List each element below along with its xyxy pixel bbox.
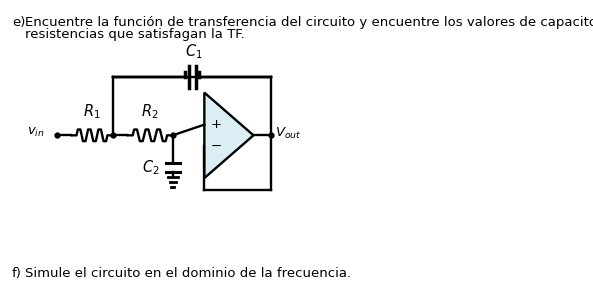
Text: $R_1$: $R_1$ (83, 102, 101, 121)
Text: e): e) (12, 16, 25, 29)
Polygon shape (205, 93, 253, 178)
Text: Encuentre la función de transferencia del circuito y encuentre los valores de ca: Encuentre la función de transferencia de… (25, 16, 593, 29)
Text: $C_1$: $C_1$ (184, 43, 202, 62)
Text: +: + (211, 118, 222, 131)
Text: resistencias que satisfagan la TF.: resistencias que satisfagan la TF. (25, 28, 245, 41)
Text: Simule el circuito en el dominio de la frecuencia.: Simule el circuito en el dominio de la f… (25, 268, 352, 280)
Text: $C_2$: $C_2$ (142, 158, 160, 177)
Text: $v_{\mathregular{in}}$: $v_{\mathregular{in}}$ (27, 126, 45, 139)
Text: $R_2$: $R_2$ (141, 102, 159, 121)
Text: $V_{\mathregular{out}}$: $V_{\mathregular{out}}$ (275, 126, 301, 141)
Text: f): f) (12, 268, 22, 280)
Text: −: − (211, 139, 222, 153)
